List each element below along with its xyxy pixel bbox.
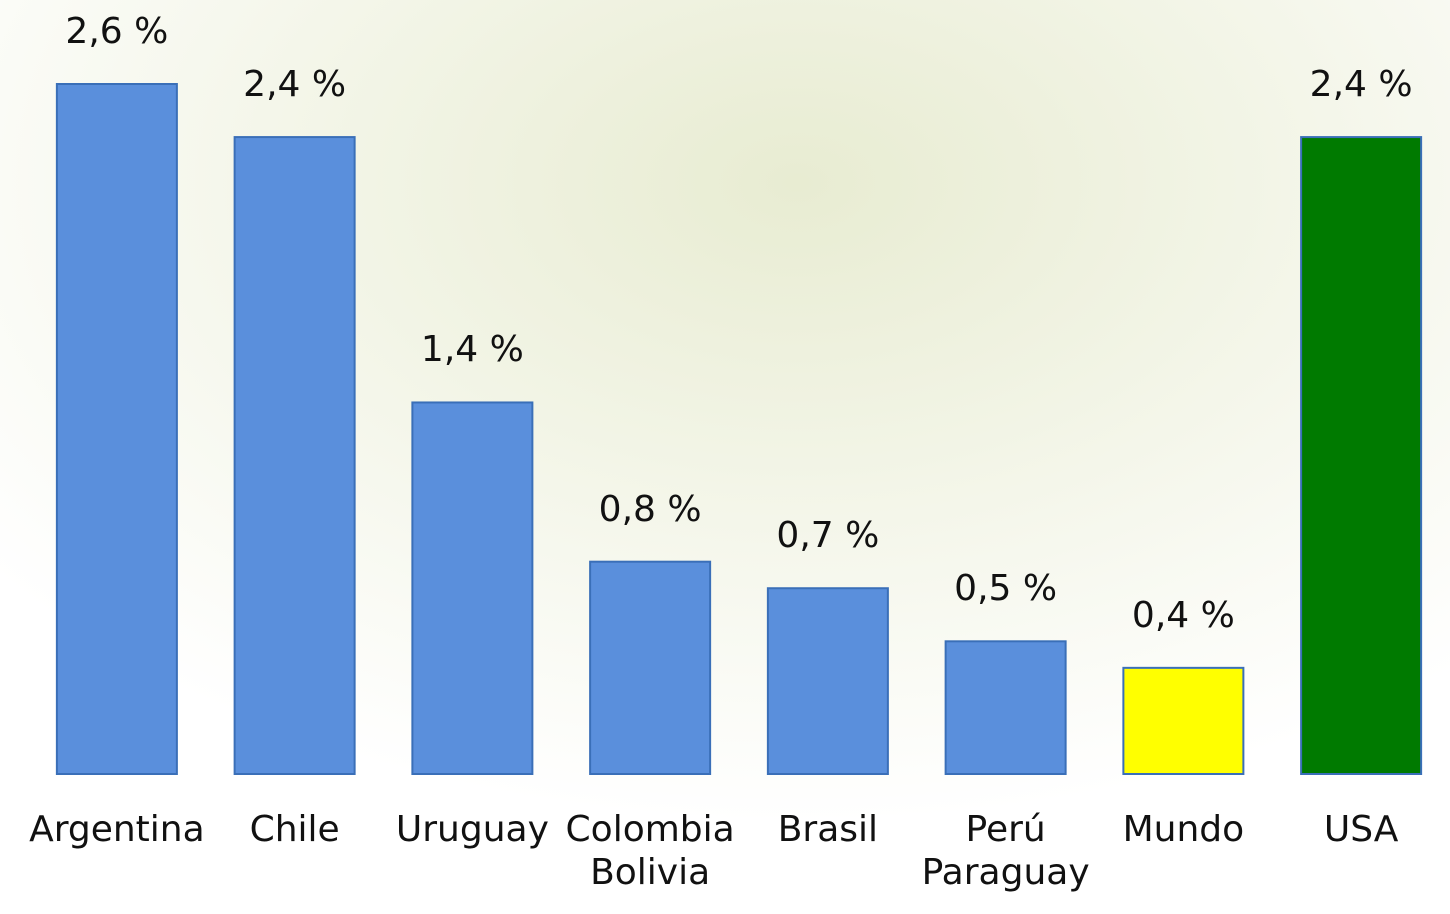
value-label: 0,7 %	[708, 514, 948, 557]
value-label: 0,4 %	[1063, 594, 1303, 637]
bar	[768, 588, 888, 774]
value-label: 2,6 %	[0, 10, 237, 53]
bar	[946, 641, 1066, 774]
x-tick-label: USA	[1241, 808, 1450, 851]
value-label: 2,4 %	[1241, 63, 1450, 106]
bar	[412, 402, 532, 774]
bar	[1301, 137, 1421, 774]
value-label: 1,4 %	[352, 328, 592, 371]
value-label: 2,4 %	[175, 63, 415, 106]
chart: 2,6 %Argentina2,4 %Chile1,4 %Uruguay0,8 …	[0, 0, 1450, 914]
plot	[0, 0, 1450, 914]
bar	[57, 84, 177, 774]
bar	[590, 562, 710, 774]
bar	[235, 137, 355, 774]
background	[0, 0, 1450, 914]
bar	[1123, 668, 1243, 774]
